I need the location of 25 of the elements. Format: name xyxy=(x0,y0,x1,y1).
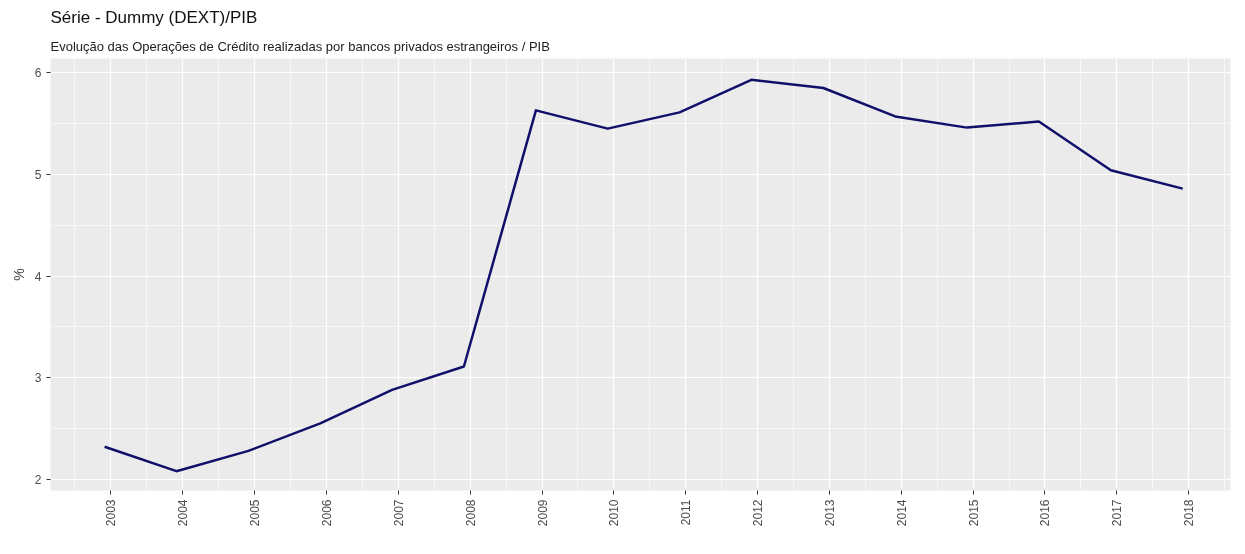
y-tick-label: 2 xyxy=(34,472,42,487)
line-series xyxy=(103,78,1184,473)
x-tick-label: 2006 xyxy=(319,499,334,527)
x-tick-label: 2005 xyxy=(248,499,263,527)
x-tick-label: 2013 xyxy=(822,499,837,527)
chart-subtitle: Evolução das Operações de Crédito realizadas por bancos privados estrangeiros / PIB xyxy=(50,38,550,54)
x-tick-label: 2010 xyxy=(607,499,622,527)
y-tick-label: 4 xyxy=(34,269,42,284)
x-tick-label: 2016 xyxy=(1038,499,1053,527)
y-tick-label: 6 xyxy=(34,66,42,81)
x-tick-label: 2007 xyxy=(391,499,406,527)
x-tick-label: 2012 xyxy=(750,499,765,527)
x-tick-label: 2015 xyxy=(966,499,981,527)
y-axis-title: % xyxy=(10,268,27,281)
x-tick-label: 2003 xyxy=(104,499,119,527)
x-tick-label: 2014 xyxy=(894,499,909,527)
y-tick-label: 5 xyxy=(34,167,42,182)
x-tick-label: 2017 xyxy=(1110,499,1125,527)
x-tick-label: 2009 xyxy=(535,499,550,527)
chart-title: Série - Dummy (DEXT)/PIB xyxy=(50,7,258,27)
x-tick-label: 2011 xyxy=(679,499,694,526)
x-tick-label: 2008 xyxy=(463,499,478,527)
x-tick-label: 2018 xyxy=(1182,499,1197,527)
x-tick-label: 2004 xyxy=(176,499,191,527)
y-tick-label: 3 xyxy=(34,371,42,386)
